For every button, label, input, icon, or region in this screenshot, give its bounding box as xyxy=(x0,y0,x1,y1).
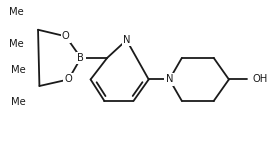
Text: B: B xyxy=(78,53,84,63)
Text: Me: Me xyxy=(9,7,23,17)
Text: OH: OH xyxy=(252,74,268,84)
Text: OH: OH xyxy=(252,74,268,84)
Text: Me: Me xyxy=(9,39,23,49)
Text: O: O xyxy=(64,74,72,84)
Text: Me: Me xyxy=(11,65,26,75)
Text: O: O xyxy=(64,74,72,84)
Text: Me: Me xyxy=(11,97,26,107)
Text: N: N xyxy=(166,74,173,84)
Text: N: N xyxy=(166,74,173,84)
Text: N: N xyxy=(123,35,130,45)
Text: N: N xyxy=(123,35,130,45)
Text: O: O xyxy=(62,31,70,41)
Text: Me: Me xyxy=(9,39,23,49)
Text: Me: Me xyxy=(11,97,26,107)
Text: B: B xyxy=(78,53,84,63)
Text: Me: Me xyxy=(11,65,26,75)
Text: Me: Me xyxy=(9,7,23,17)
Text: O: O xyxy=(62,31,70,41)
